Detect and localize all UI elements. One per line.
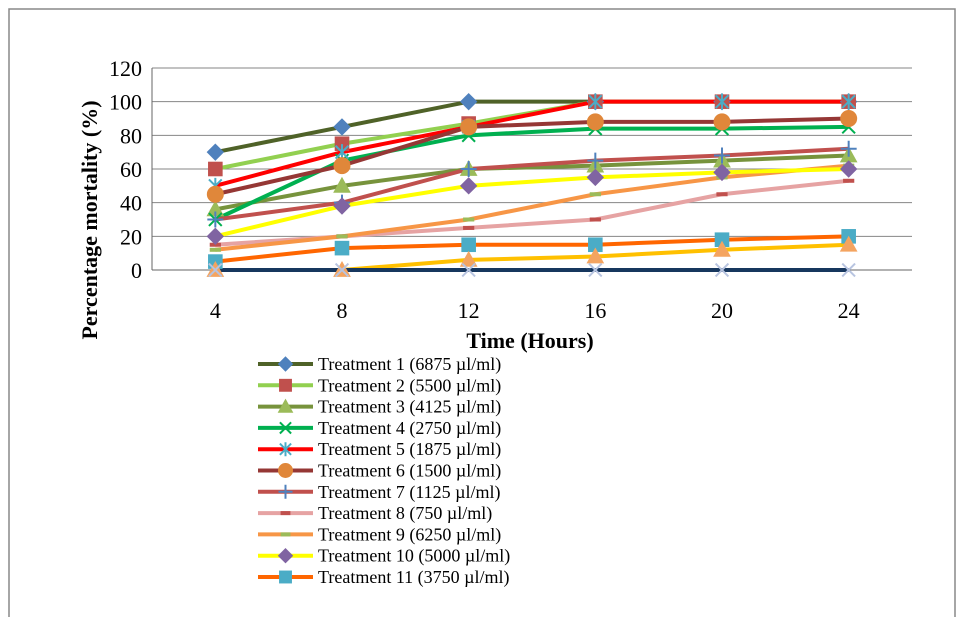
- y-tick-labels: 0 20 40 60 80 100 120: [109, 56, 142, 283]
- legend-marker: [279, 570, 292, 584]
- legend-marker: [279, 442, 292, 457]
- legend-marker: [280, 532, 291, 537]
- y-tick-label: 80: [120, 123, 142, 148]
- series-line-11: [215, 234, 849, 264]
- data-point: [209, 247, 221, 252]
- legend-marker: [278, 463, 293, 478]
- legend-label: Treatment 9 (6250 µl/ml): [318, 524, 501, 545]
- data-point: [589, 217, 601, 222]
- y-axis-label: Percentage mortality (%): [77, 100, 102, 339]
- legend-marker: [277, 356, 294, 372]
- x-tick-label: 24: [838, 298, 860, 323]
- x-tick-label: 4: [210, 298, 221, 323]
- y-tick-label: 120: [109, 56, 142, 81]
- data-point: [840, 110, 858, 127]
- y-tick-label: 40: [120, 191, 142, 216]
- data-point: [588, 262, 603, 278]
- data-point: [208, 262, 223, 278]
- chart-border: [8, 8, 956, 622]
- legend: Treatment 1 (6875 µl/ml)Treatment 2 (550…: [258, 354, 510, 588]
- series-lines: [214, 99, 849, 272]
- legend-marker: [277, 547, 294, 564]
- legend-marker: [279, 378, 292, 392]
- legend-label: Treatment 1 (6875 µl/ml): [318, 354, 501, 375]
- series-line-6: [214, 116, 849, 197]
- data-point: [207, 211, 224, 228]
- data-point: [714, 147, 730, 164]
- y-tick-label: 60: [120, 157, 142, 182]
- data-point: [460, 118, 478, 136]
- data-point: [461, 237, 476, 253]
- data-point: [714, 262, 730, 278]
- data-point: [588, 93, 603, 110]
- data-point: [333, 197, 351, 215]
- data-point: [713, 240, 731, 257]
- data-point: [840, 140, 857, 157]
- data-point: [333, 157, 351, 175]
- legend-label: Treatment 3 (4125 µl/ml): [318, 397, 501, 418]
- data-point: [208, 161, 223, 177]
- x-axis-label: Time (Hours): [466, 328, 593, 353]
- data-point: [587, 152, 604, 169]
- data-point: [334, 262, 350, 278]
- x-tick-label: 20: [711, 298, 733, 323]
- legend-label: Treatment 4 (2750 µl/ml): [318, 418, 501, 439]
- data-point: [586, 113, 604, 131]
- data-point: [206, 227, 225, 246]
- series-line-3: [214, 153, 849, 212]
- data-point: [461, 262, 476, 278]
- data-point: [334, 240, 350, 256]
- data-point: [333, 118, 351, 136]
- data-point: [586, 247, 605, 264]
- y-tick-label: 100: [109, 90, 142, 115]
- legend-label: Treatment 2 (5500 µl/ml): [318, 375, 501, 396]
- legend-label: Treatment 8 (750 µl/ml): [318, 503, 492, 524]
- legend-label: Treatment 5 (1875 µl/ml): [318, 439, 501, 460]
- data-point: [839, 160, 858, 178]
- legend-label: Treatment 6 (1500 µl/ml): [318, 461, 501, 482]
- data-point: [463, 217, 475, 222]
- data-point: [714, 93, 730, 110]
- legend-marker: [279, 421, 292, 435]
- data-point: [463, 225, 475, 230]
- data-point: [841, 262, 856, 278]
- x-tick-label: 12: [458, 298, 480, 323]
- data-point: [459, 177, 478, 195]
- y-tick-label: 20: [120, 224, 142, 249]
- legend-marker: [277, 398, 294, 413]
- x-tick-label: 8: [337, 298, 348, 323]
- series-line-7: [215, 146, 849, 222]
- data-point: [839, 235, 858, 252]
- data-point: [713, 113, 731, 131]
- y-tick-label: 0: [131, 258, 142, 283]
- data-point: [459, 250, 478, 267]
- series-line-9: [215, 163, 849, 252]
- data-point: [206, 185, 224, 203]
- data-point: [589, 192, 601, 197]
- series-markers: [206, 92, 858, 278]
- legend-marker: [280, 511, 291, 516]
- data-point: [459, 92, 478, 111]
- legend-label: Treatment 11 (3750 µl/ml): [318, 567, 510, 588]
- data-point: [333, 176, 351, 193]
- data-point: [206, 143, 225, 161]
- legend-label: Treatment 7 (1125 µl/ml): [318, 482, 501, 503]
- x-tick-labels: 4 8 12 16 20 24: [210, 298, 860, 323]
- data-point: [713, 163, 731, 182]
- data-point: [460, 161, 477, 177]
- data-point: [841, 93, 856, 110]
- data-point: [586, 168, 605, 187]
- data-point: [336, 234, 348, 239]
- data-point: [716, 192, 728, 197]
- x-tick-label: 16: [584, 298, 606, 323]
- data-point: [843, 178, 855, 183]
- series-line-5: [214, 99, 849, 188]
- legend-label: Treatment 10 (5000 µl/ml): [318, 546, 510, 567]
- legend-marker: [278, 484, 293, 499]
- series-line-10: [214, 167, 849, 239]
